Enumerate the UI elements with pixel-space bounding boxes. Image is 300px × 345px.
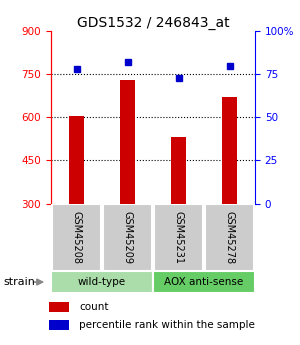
Title: GDS1532 / 246843_at: GDS1532 / 246843_at (77, 16, 229, 30)
FancyBboxPatch shape (205, 204, 254, 271)
Text: GSM45208: GSM45208 (71, 211, 82, 264)
FancyBboxPatch shape (51, 271, 153, 293)
FancyBboxPatch shape (103, 204, 152, 271)
Bar (49, 302, 69, 312)
Bar (49, 320, 69, 330)
Text: AOX anti-sense: AOX anti-sense (164, 277, 244, 287)
FancyBboxPatch shape (153, 271, 255, 293)
Text: GSM45278: GSM45278 (224, 211, 235, 264)
Bar (120, 80, 135, 204)
Bar (171, 137, 186, 204)
Text: GSM45231: GSM45231 (173, 211, 184, 264)
Bar (222, 97, 237, 204)
Text: strain: strain (3, 277, 35, 287)
FancyBboxPatch shape (154, 204, 203, 271)
Text: percentile rank within the sample: percentile rank within the sample (79, 320, 255, 329)
Text: GSM45209: GSM45209 (122, 211, 133, 264)
Text: count: count (79, 302, 109, 312)
Text: wild-type: wild-type (78, 277, 126, 287)
Bar (69, 116, 84, 204)
FancyBboxPatch shape (52, 204, 101, 271)
